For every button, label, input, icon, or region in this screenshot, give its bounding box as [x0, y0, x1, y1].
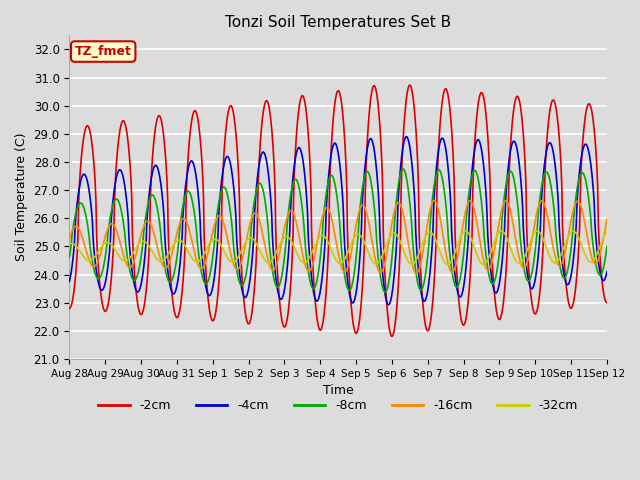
-2cm	[422, 325, 430, 331]
-2cm	[603, 300, 611, 306]
-4cm	[172, 287, 180, 293]
X-axis label: Time: Time	[323, 384, 353, 397]
-16cm	[431, 198, 438, 204]
-32cm	[172, 239, 180, 244]
-8cm	[422, 267, 430, 273]
-4cm	[403, 134, 410, 140]
-8cm	[65, 254, 73, 260]
Title: Tonzi Soil Temperatures Set B: Tonzi Soil Temperatures Set B	[225, 15, 451, 30]
-32cm	[185, 250, 193, 256]
-8cm	[399, 166, 407, 172]
-4cm	[422, 295, 430, 301]
-32cm	[444, 262, 452, 267]
-8cm	[540, 173, 548, 179]
-32cm	[245, 235, 253, 241]
-4cm	[540, 167, 548, 173]
-2cm	[65, 305, 73, 311]
-4cm	[385, 302, 392, 308]
-32cm	[540, 237, 547, 242]
-2cm	[388, 334, 396, 339]
-2cm	[245, 321, 253, 326]
-16cm	[65, 235, 73, 241]
-4cm	[185, 163, 193, 168]
Text: TZ_fmet: TZ_fmet	[75, 45, 132, 58]
-4cm	[493, 290, 500, 296]
-2cm	[540, 225, 548, 231]
-16cm	[185, 226, 193, 232]
-8cm	[493, 271, 500, 277]
-32cm	[492, 235, 500, 240]
Line: -16cm: -16cm	[69, 201, 607, 273]
Line: -4cm: -4cm	[69, 137, 607, 305]
-4cm	[245, 283, 253, 288]
-4cm	[65, 278, 73, 284]
-2cm	[493, 307, 500, 313]
-8cm	[172, 262, 180, 267]
-4cm	[603, 269, 611, 275]
-8cm	[245, 251, 253, 256]
-16cm	[245, 225, 253, 230]
Line: -32cm: -32cm	[69, 231, 607, 264]
-16cm	[603, 216, 611, 222]
-8cm	[603, 243, 611, 249]
-16cm	[422, 231, 429, 237]
-32cm	[603, 229, 611, 235]
-32cm	[422, 234, 429, 240]
Legend: -2cm, -4cm, -8cm, -16cm, -32cm: -2cm, -4cm, -8cm, -16cm, -32cm	[93, 395, 583, 418]
-32cm	[569, 228, 577, 234]
-2cm	[406, 82, 413, 88]
Line: -8cm: -8cm	[69, 169, 607, 292]
Line: -2cm: -2cm	[69, 85, 607, 336]
-32cm	[65, 241, 73, 247]
-2cm	[185, 143, 193, 148]
-16cm	[493, 236, 500, 242]
-16cm	[172, 235, 180, 240]
Y-axis label: Soil Temperature (C): Soil Temperature (C)	[15, 133, 28, 262]
-8cm	[185, 189, 193, 194]
-2cm	[172, 313, 180, 319]
-16cm	[413, 270, 420, 276]
-8cm	[381, 289, 389, 295]
-16cm	[540, 200, 548, 206]
